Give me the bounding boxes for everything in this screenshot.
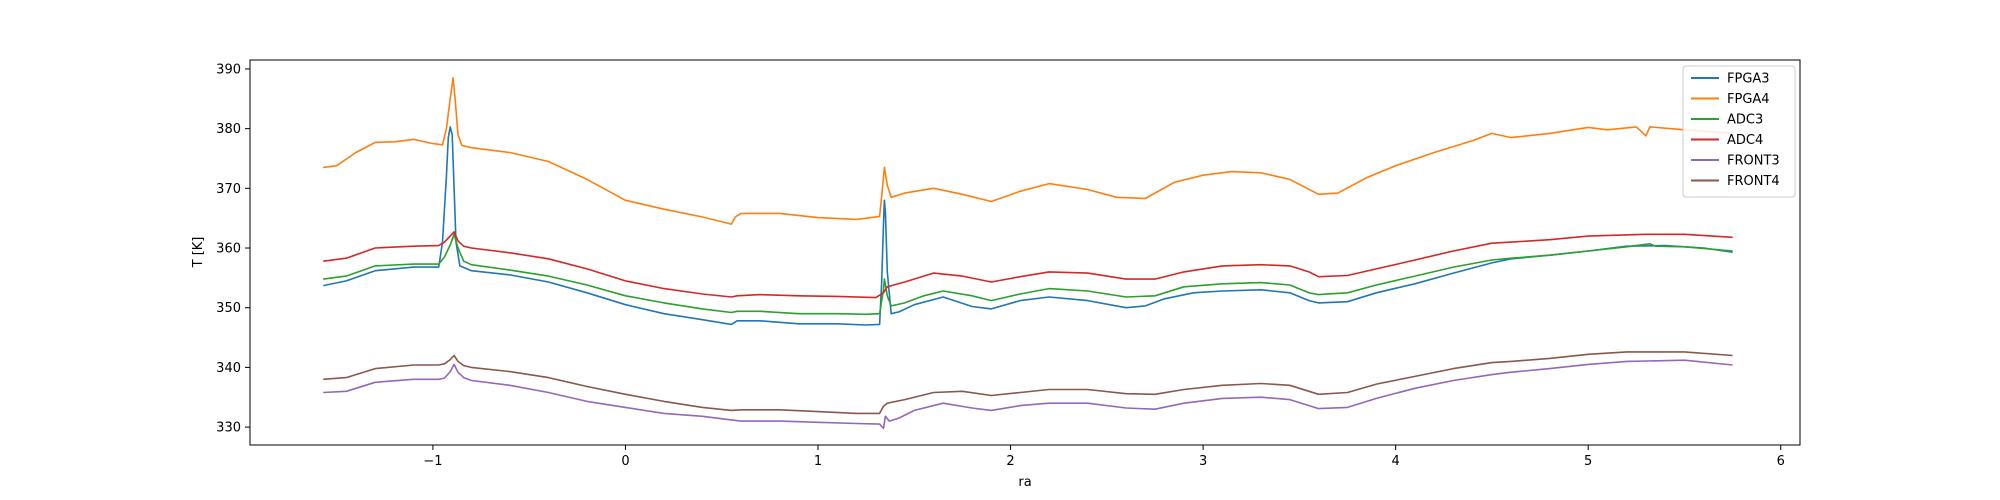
x-tick-label: 1 [814, 454, 822, 469]
y-tick-label: 330 [216, 421, 241, 436]
y-tick-label: 370 [216, 182, 241, 197]
x-tick-label: 4 [1392, 454, 1400, 469]
plot-frame [249, 59, 1801, 446]
series-line-front4 [323, 351, 1733, 415]
y-tick-label: 380 [216, 122, 241, 137]
x-tick-label: 6 [1777, 454, 1785, 469]
legend-label-adc3: ADC3 [1727, 113, 1763, 128]
x-tick-label: −1 [423, 454, 442, 469]
y-axis: 330 340 350 360 370 380 390 [216, 62, 250, 436]
series-line-adc3 [323, 233, 1733, 316]
y-axis-label: T [K] [191, 237, 206, 269]
y-tick-label: 340 [216, 361, 241, 376]
series-line-fpga4 [323, 77, 1733, 225]
y-tick-label: 390 [216, 62, 241, 77]
legend-label-adc4: ADC4 [1727, 133, 1763, 148]
x-tick-label: 0 [621, 454, 629, 469]
y-tick-label: 360 [216, 242, 241, 257]
legend-label-fpga3: FPGA3 [1727, 72, 1770, 87]
x-axis-label: ra [1018, 475, 1031, 490]
series-line-front3 [323, 359, 1733, 430]
legend-label-front3: FRONT3 [1727, 154, 1780, 169]
legend: FPGA3 FPGA4 ADC3 ADC4 FRONT3 FRONT4 [1682, 65, 1796, 198]
y-tick-label: 350 [216, 301, 241, 316]
x-axis: −1 0 1 2 3 4 5 6 [423, 445, 1785, 469]
x-tick-label: 3 [1199, 454, 1207, 469]
series-line-fpga3 [323, 126, 1733, 326]
series-layer [323, 77, 1733, 430]
series-line-adc4 [323, 231, 1733, 299]
x-tick-label: 2 [1006, 454, 1014, 469]
legend-label-front4: FRONT4 [1727, 174, 1780, 189]
legend-label-fpga4: FPGA4 [1727, 92, 1770, 107]
x-tick-label: 5 [1584, 454, 1592, 469]
